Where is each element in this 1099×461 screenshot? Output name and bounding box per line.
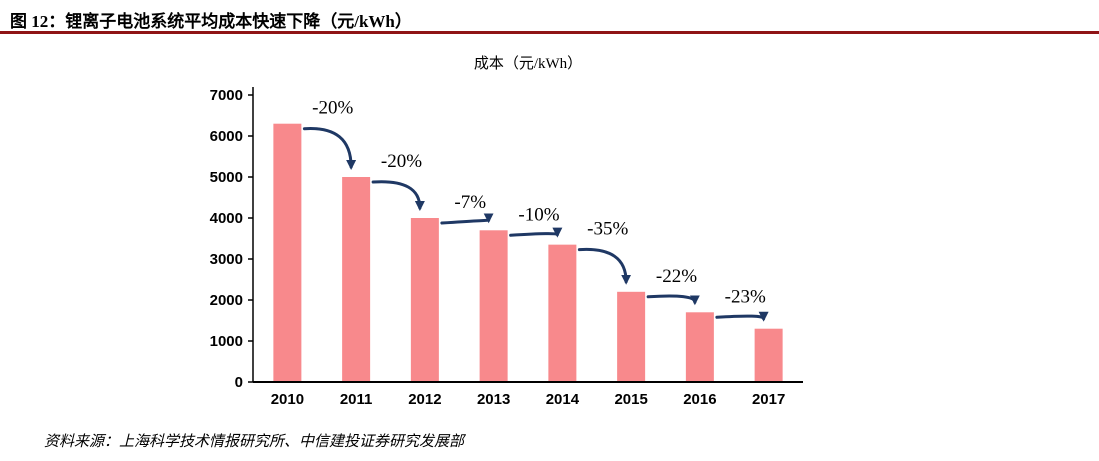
decline-arrow (302, 127, 357, 170)
chart-title: 成本（元/kWh） (473, 56, 583, 72)
y-axis-label: 3000 (210, 251, 243, 268)
change-label: -10% (518, 204, 559, 225)
caption-underline (0, 31, 1099, 34)
change-label: -23% (725, 286, 766, 307)
y-axis-label: 1000 (210, 333, 243, 350)
decline-arrow (646, 294, 700, 306)
bar (617, 291, 646, 382)
y-axis-label: 7000 (210, 87, 243, 104)
decline-arrow (440, 212, 494, 225)
x-axis-label: 2010 (271, 391, 304, 408)
decline-arrow (371, 180, 425, 211)
cost-bar-chart: 成本（元/kWh） 0 1000 2000 3000 4000 5000 6000 7000 2… (175, 52, 840, 424)
x-axis-label: 2011 (340, 391, 373, 408)
bar (685, 312, 714, 382)
bar (342, 177, 371, 382)
change-label: -35% (587, 219, 628, 240)
y-axis-label: 5000 (210, 169, 243, 186)
bar (754, 328, 783, 382)
y-axis-label: 2000 (210, 292, 243, 309)
decline-arrow (715, 311, 769, 322)
change-label: -7% (454, 192, 486, 213)
bar (548, 244, 577, 382)
bar (273, 123, 302, 382)
x-axis-label: 2017 (752, 391, 785, 408)
change-label: -22% (656, 266, 697, 287)
bar (410, 218, 439, 382)
chart-canvas: 0 1000 2000 3000 4000 5000 6000 7000 2010 2011 201… (210, 87, 803, 408)
x-axis-label: 2016 (683, 391, 716, 408)
y-axis-label: 4000 (210, 210, 243, 227)
x-axis-label: 2014 (546, 391, 580, 408)
y-axis-label: 0 (235, 374, 243, 391)
decline-arrow (577, 247, 632, 285)
figure-title: 图 12：锂离子电池系统平均成本快速下降（元/kWh） (10, 12, 412, 31)
figure-caption: 图 12：锂离子电池系统平均成本快速下降（元/kWh） (10, 7, 412, 32)
bar (479, 230, 508, 382)
source-note: 资料来源：上海科学技术情报研究所、中信建投证券研究发展部 (44, 434, 465, 450)
decline-arrow (509, 227, 563, 238)
x-axis-label: 2015 (614, 391, 647, 408)
y-axis-label: 6000 (210, 128, 243, 145)
change-label: -20% (312, 98, 353, 119)
change-label: -20% (381, 151, 422, 172)
x-axis-label: 2012 (408, 391, 441, 408)
x-axis-label: 2013 (477, 391, 510, 408)
